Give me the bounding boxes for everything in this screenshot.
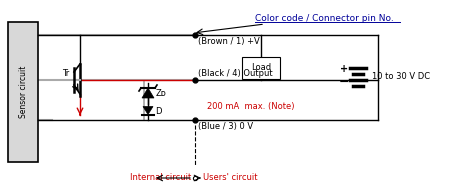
Bar xyxy=(242,57,280,79)
Text: Sensor circuit: Sensor circuit xyxy=(18,66,27,118)
Text: (Blue / 3) 0 V: (Blue / 3) 0 V xyxy=(198,122,253,131)
Text: Internal circuit: Internal circuit xyxy=(130,173,191,183)
Bar xyxy=(8,22,38,162)
Text: 200 mA  max. (Note): 200 mA max. (Note) xyxy=(207,102,294,111)
Text: −: − xyxy=(339,76,349,89)
Text: Tr: Tr xyxy=(62,69,69,78)
Text: Color code / Connector pin No.: Color code / Connector pin No. xyxy=(255,14,394,23)
Polygon shape xyxy=(142,88,154,98)
Text: D: D xyxy=(155,107,162,116)
Text: +: + xyxy=(340,63,348,74)
Text: (Brown / 1) +V: (Brown / 1) +V xyxy=(198,37,260,46)
Text: (Black / 4) Output: (Black / 4) Output xyxy=(198,69,273,78)
Text: Users' circuit: Users' circuit xyxy=(203,173,257,183)
Text: Zᴅ: Zᴅ xyxy=(156,89,167,98)
Polygon shape xyxy=(143,107,153,115)
Text: Load: Load xyxy=(251,63,271,73)
Text: 10 to 30 V DC: 10 to 30 V DC xyxy=(372,72,430,81)
